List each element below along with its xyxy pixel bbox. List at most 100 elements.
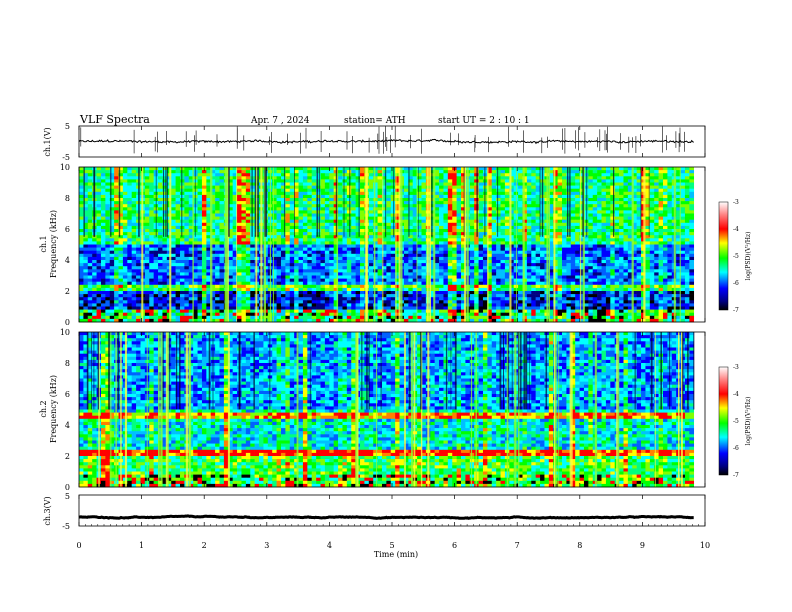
spectrogram-cell (592, 250, 598, 255)
spectrogram-cell (298, 188, 304, 193)
spectrogram-cell (294, 256, 299, 261)
spectrogram-cell (557, 185, 563, 189)
spectrogram-cell (276, 210, 282, 214)
spectrogram-cell (215, 266, 220, 270)
spectrogram-cell (179, 204, 185, 208)
spectrogram-cell (557, 194, 563, 199)
spectrogram-cell (421, 185, 427, 189)
spectrogram-cell (496, 253, 501, 258)
spectrogram-cell (201, 219, 207, 224)
spectrogram-cell (566, 188, 572, 193)
spectrogram-cell (623, 191, 629, 196)
spectrogram-cell (206, 176, 212, 180)
spectrogram-cell (645, 201, 651, 205)
spectrogram-cell (491, 238, 497, 242)
spectrogram-cell (184, 222, 190, 227)
spectrogram-cell (531, 263, 536, 267)
spectrogram-cell (114, 250, 119, 255)
spectrogram-cell (162, 247, 168, 251)
spectrogram-cell (316, 167, 321, 171)
spectrogram-cell (79, 191, 84, 196)
spectrogram-cell (518, 179, 523, 183)
spectrogram-cell (237, 244, 242, 248)
spectrogram-cell (676, 219, 681, 224)
spectrogram-cell (430, 232, 435, 236)
spectrogram-cell (302, 182, 308, 186)
spectrogram-cell (127, 244, 132, 248)
spectrogram-cell (649, 235, 655, 239)
spectrogram-cell (526, 241, 532, 245)
spectrogram-cell (408, 256, 414, 261)
spectrogram-cell (496, 210, 501, 214)
spectrogram-cell (579, 216, 585, 220)
spectrogram-cell (434, 269, 440, 273)
spectrogram-cell (535, 176, 541, 180)
spectrogram-cell (193, 247, 198, 251)
spectrogram-cell (504, 173, 510, 177)
spectrogram-cell (351, 225, 356, 230)
spectrogram-cell (645, 207, 651, 211)
spectrogram-cell (280, 188, 286, 193)
spectrogram-cell (553, 194, 558, 199)
spectrogram-cell (201, 238, 207, 242)
spectrogram-cell (680, 194, 686, 199)
spectrogram-cell (158, 185, 163, 189)
spectrogram-cell (535, 272, 541, 276)
spectrogram-cell (324, 210, 330, 214)
spectrogram-cell (522, 232, 528, 236)
spectrogram-cell (276, 194, 282, 199)
spectrogram-cell (478, 244, 484, 248)
spectrogram-cell (474, 238, 479, 242)
spectrogram-cell (338, 167, 343, 171)
spectrogram-cell (158, 256, 163, 261)
spectrogram-cell (509, 194, 514, 199)
spectrogram-cell (680, 191, 686, 196)
spectrogram-cell (518, 232, 523, 236)
spectrogram-cell (504, 238, 510, 242)
spectrogram-cell (408, 182, 414, 186)
spectrogram-cell (461, 229, 466, 233)
spectrogram-cell (149, 253, 154, 258)
spectrogram-cell (228, 213, 233, 217)
spectrogram-cell (434, 232, 440, 236)
spectrogram-cell (680, 241, 686, 245)
spectrogram-cell (184, 170, 190, 174)
spectrogram-cell (368, 253, 374, 258)
spectrogram-cell (280, 238, 286, 242)
spectrogram-cell (316, 232, 321, 236)
spectrogram-cell (447, 207, 453, 211)
spectrogram-cell (570, 266, 576, 270)
spectrogram-cell (408, 241, 414, 245)
spectrogram-cell (144, 256, 150, 261)
spectrogram-cell (87, 194, 93, 199)
spectrogram-cell (237, 269, 242, 273)
spectrogram-cell (548, 198, 554, 202)
spectrogram-cell (131, 260, 137, 264)
spectrogram-cell (127, 256, 132, 261)
spectrogram-cell (201, 225, 207, 230)
spectrogram-cell (298, 260, 304, 264)
spectrogram-cell (232, 219, 238, 224)
spectrogram-cell (390, 272, 396, 276)
spectrogram-cell (509, 247, 514, 251)
spectrogram-cell (351, 219, 356, 224)
spectrogram-cell (684, 256, 690, 261)
spectrogram-cell (623, 263, 629, 267)
spectrogram-cell (272, 238, 277, 242)
spectrogram-cell (285, 253, 291, 258)
spectrogram-cell (518, 235, 523, 239)
spectrogram-cell (597, 210, 602, 214)
spectrogram-cell (500, 250, 506, 255)
spectrogram-cell (592, 269, 598, 273)
spectrogram-cell (373, 191, 378, 196)
spectrogram-cell (355, 201, 361, 205)
spectrogram-cell (175, 194, 181, 199)
spectrogram-cell (162, 225, 168, 230)
spectrogram-cell (452, 198, 457, 202)
spectrogram-cell (605, 201, 611, 205)
spectrogram-cell (430, 207, 435, 211)
spectrogram-cell (289, 244, 295, 248)
spectrogram-cell (570, 229, 576, 233)
spectrogram-cell (395, 253, 400, 258)
spectrogram-cell (430, 244, 435, 248)
